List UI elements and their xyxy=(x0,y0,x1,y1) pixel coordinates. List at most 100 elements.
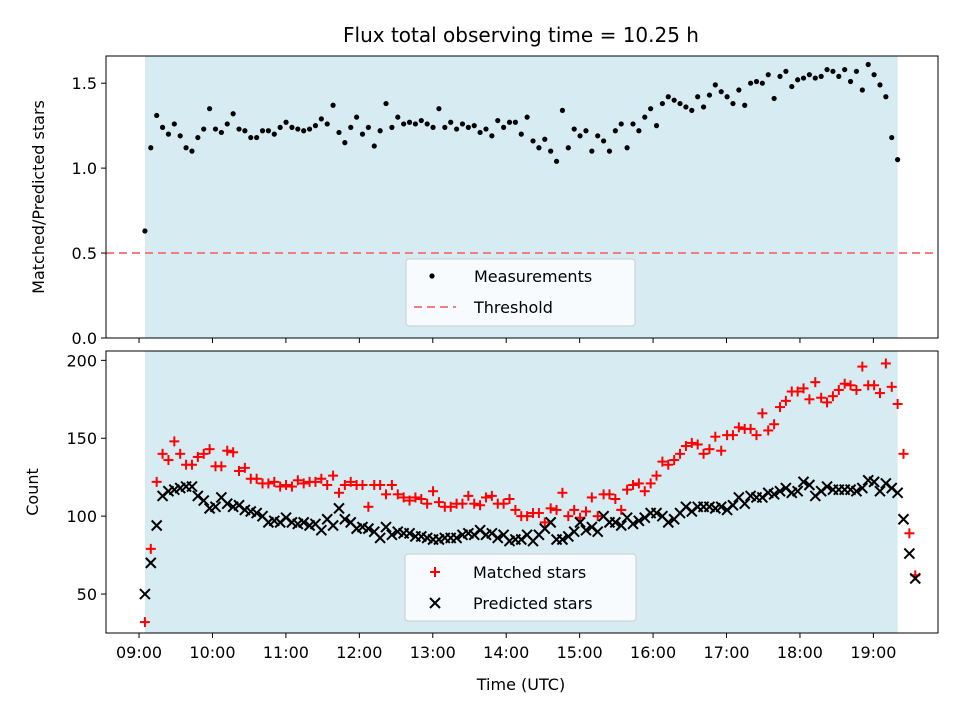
matched-star-point xyxy=(798,383,809,394)
measurement-point xyxy=(524,114,530,120)
measurement-point xyxy=(518,131,524,137)
predicted-star-point xyxy=(339,513,351,525)
legend-matched-label: Matched stars xyxy=(473,563,586,582)
measurement-point xyxy=(283,119,289,125)
matched-star-point xyxy=(592,511,603,522)
matched-star-point xyxy=(469,498,480,509)
matched-star-point xyxy=(710,431,721,442)
measurement-point xyxy=(548,148,554,154)
legend-measurements-label: Measurements xyxy=(474,267,592,286)
matched-star-point xyxy=(422,498,433,509)
measurement-point xyxy=(459,121,466,127)
matched-star-point xyxy=(569,504,580,515)
predicted-star-point xyxy=(633,515,645,527)
predicted-star-point xyxy=(803,479,816,491)
matched-star-point xyxy=(204,444,215,455)
matched-star-point xyxy=(886,381,897,392)
matched-star-point xyxy=(539,517,550,528)
measurement-point xyxy=(618,121,624,127)
matched-star-point xyxy=(269,476,280,487)
x-tick-label: 17:00 xyxy=(703,643,749,662)
measurement-point xyxy=(842,66,848,73)
matched-star-point xyxy=(780,395,791,406)
matched-star-point xyxy=(675,448,686,459)
measurement-point xyxy=(189,148,195,154)
measurement-point xyxy=(706,92,713,98)
predicted-star-point xyxy=(868,476,880,488)
matched-star-point xyxy=(622,484,633,495)
measurement-point xyxy=(800,75,807,81)
measurement-point xyxy=(165,131,172,137)
measurement-point xyxy=(318,116,324,122)
predicted-star-point xyxy=(139,588,151,600)
matched-star-point xyxy=(504,494,515,505)
measurement-point xyxy=(230,111,236,117)
measurement-point xyxy=(301,128,307,134)
measurement-point xyxy=(336,129,342,136)
matched-star-point xyxy=(869,380,880,391)
matched-star-point xyxy=(310,476,321,487)
measurement-point xyxy=(259,128,266,134)
matched-stars-series xyxy=(139,358,921,628)
top-legend-box xyxy=(405,258,636,327)
matched-star-point xyxy=(757,408,768,419)
measurement-point xyxy=(312,123,319,129)
matched-star-point xyxy=(827,391,838,402)
matched-star-point xyxy=(328,470,339,481)
measurement-point xyxy=(724,94,730,100)
measurement-point xyxy=(624,145,630,151)
matched-star-point xyxy=(457,498,468,509)
matched-star-point xyxy=(339,479,350,490)
measurement-point xyxy=(495,117,501,124)
measurement-point xyxy=(695,94,701,100)
measurement-point xyxy=(889,134,895,141)
matched-star-point xyxy=(404,495,415,506)
measurement-point xyxy=(559,107,566,113)
matched-star-point xyxy=(216,461,227,472)
matched-star-point xyxy=(698,448,709,459)
measurement-point xyxy=(536,145,542,151)
predicted-star-point xyxy=(715,501,727,513)
measurement-point xyxy=(183,145,189,151)
measurement-point xyxy=(354,114,360,120)
measurement-point xyxy=(583,128,589,134)
measurement-point xyxy=(448,119,454,125)
measurement-point xyxy=(148,145,154,151)
measurement-point xyxy=(665,94,671,100)
matched-star-point xyxy=(192,451,203,462)
measurement-point xyxy=(712,82,718,88)
predicted-star-point xyxy=(768,488,780,501)
matched-star-point xyxy=(139,617,150,628)
predicted-star-point xyxy=(791,485,804,497)
matched-star-point xyxy=(186,459,197,470)
matched-star-point xyxy=(222,445,233,456)
matched-star-point xyxy=(263,478,274,489)
matched-star-point xyxy=(839,378,850,389)
measurement-point xyxy=(207,106,213,112)
measurement-point xyxy=(330,102,336,108)
predicted-star-point xyxy=(380,521,392,533)
bottom-legend: Matched stars Predicted stars xyxy=(404,553,637,622)
matched-star-point xyxy=(234,465,245,476)
matched-star-point xyxy=(874,388,885,399)
measurement-point xyxy=(659,100,665,107)
matched-star-point xyxy=(463,490,474,501)
measurement-point xyxy=(436,106,442,112)
matched-star-point xyxy=(627,479,638,490)
measurement-point xyxy=(242,128,248,134)
bottom-y-tick-label: 150 xyxy=(66,429,97,448)
measurement-point xyxy=(195,134,201,141)
top-y-tick-label: 1.0 xyxy=(72,159,97,178)
measurement-point xyxy=(154,112,160,119)
measurement-point xyxy=(771,95,777,102)
matched-star-point xyxy=(251,473,262,484)
predicted-star-point xyxy=(250,507,263,519)
matched-star-point xyxy=(151,476,162,487)
matched-star-point xyxy=(745,423,756,434)
x-tick-label: 10:00 xyxy=(189,643,235,662)
legend-matched-marker xyxy=(430,567,440,577)
predicted-star-point xyxy=(627,518,639,530)
measurement-point xyxy=(365,124,371,130)
legend-threshold-label: Threshold xyxy=(473,298,553,317)
